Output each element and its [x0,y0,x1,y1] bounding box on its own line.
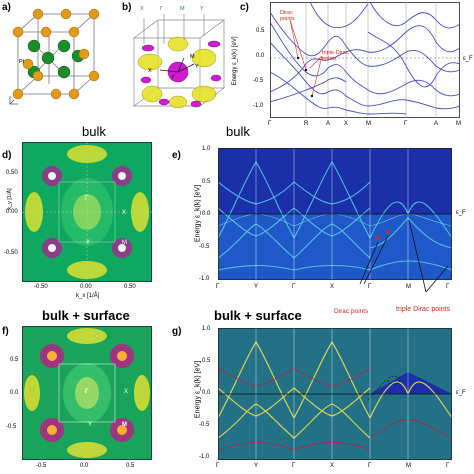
panel-c-ytick-3: -1.0 [253,103,264,109]
panel-g-label: g) [172,326,182,337]
panel-c-xtick-3: X [344,121,349,127]
panel-d-point-y: Y [86,240,91,246]
panel-d-xlabel: k_x [1/Å] [76,293,100,299]
panel-f-xtick-0: -0.5 [36,463,47,469]
panel-b-top-tick-y: Y [200,6,204,12]
panel-e-xtick-0: Γ [216,284,220,290]
panel-e-ef: ε_F [456,210,466,216]
panel-d-ytick-2: -0.50 [4,250,18,256]
panel-f-point-g: Γ [85,389,89,395]
panel-a-label: a) [2,2,11,13]
panel-b-label-g: Γ [172,75,176,81]
panel-e-dirac-annotation: Dirac points [334,308,369,315]
panel-e-label: e) [172,150,181,161]
panel-d-xtick-1: 0.00 [80,284,92,290]
panel-b-brillouin-zone [132,14,226,109]
panel-c-xtick-2: A [326,121,331,127]
panel-c-xtick-5: Γ [404,121,408,127]
panel-f-title: bulk + surface [42,308,130,323]
panel-c-xtick-0: Γ [268,121,272,127]
panel-f-point-m: M [122,422,127,428]
panel-e-ylabel: Energy ε_k(k) [eV] [194,184,202,243]
panel-f-xtick-2: 0.5 [126,463,135,469]
panel-e-annotation-arrows [359,220,449,293]
panel-a-crystal-structure [9,8,100,105]
panel-g-xtick-5: M [406,463,411,469]
panel-f-fermi-map-surface [22,326,152,460]
panel-d-label: d) [2,150,12,161]
panel-f-ytick-0: 0.5 [10,357,19,363]
panel-g-xtick-1: Y [254,463,259,469]
panel-e-xtick-1: Y [254,284,259,290]
panel-b-label-x: X [148,68,152,74]
panel-d-ytick-1: 0.00 [6,209,18,215]
panel-c-dirac-annotation: Dirac points [280,10,295,22]
panel-d-title: bulk [82,124,106,139]
panel-f-label: f) [2,326,9,337]
panel-c-ylabel: Energy ε_k(k) [eV] [232,36,238,86]
panel-c-band-structure [270,2,460,118]
panel-c-triple-annotation: triple-Dirac points [322,50,349,62]
panel-g-ef: ε_F [456,390,466,396]
panel-f-point-x: X [124,389,129,395]
panel-e-ytick-3: -0.5 [199,244,210,250]
panel-c-xtick-4: M [366,121,371,127]
panel-g-xtick-2: Γ [292,463,296,469]
panel-d-point-m: M [122,240,127,246]
panel-g-ylabel: Energy ε_k(k) [eV] [194,360,202,419]
panel-d-point-x: X [122,210,127,216]
panel-c-ytick-2: -0.5 [253,78,264,84]
panel-f-xtick-1: 0.0 [80,463,89,469]
panel-f-point-y: Y [88,422,93,428]
panel-d-point-g: Γ [85,196,89,202]
panel-b-label-m: M [190,54,195,60]
panel-e-xtick-3: X [330,284,335,290]
panel-c-ytick-1: 0.0 [256,53,265,59]
panel-g-title: bulk + surface [214,308,302,323]
panel-c-ef: ε_F [463,56,473,62]
panel-d-xtick-0: -0.50 [34,284,48,290]
panel-g-ytick-1: 0.5 [202,358,211,364]
panel-e-xtick-2: Γ [292,284,296,290]
panel-b-top-tick-g: Γ [160,6,164,12]
panel-e-ytick-2: 0.0 [202,211,211,217]
atom-label-pt: Pt [19,59,25,65]
panel-e-ytick-0: 1.0 [202,146,211,152]
panel-g-ytick-2: 0.0 [202,390,211,396]
panel-d-ytick-0: 0.50 [6,170,18,176]
panel-e-title: bulk [226,124,250,139]
panel-e-spectral-function [218,148,452,280]
panel-g-ytick-0: 1.0 [202,326,211,332]
panel-b-label: b) [122,2,132,13]
panel-b-top-tick-x: X [140,6,144,12]
panel-c-xtick-7: M [456,121,461,127]
panel-g-ytick-4: -1.0 [199,454,210,460]
panel-g-spectral-function-surface [218,328,452,460]
panel-c-xtick-1: R [304,121,309,127]
panel-c-label: c) [240,2,249,13]
panel-e-xtick-6: Γ [446,284,450,290]
panel-d-fermi-map [22,142,152,282]
panel-e-ytick-4: -1.0 [199,276,210,282]
panel-f-ytick-2: -0.5 [6,424,17,430]
panel-e-xtick-5: M [406,284,411,290]
panel-b-label-y: Y [195,64,199,70]
panel-e-xtick-4: Γ [368,284,372,290]
panel-g-xtick-0: Γ [216,463,220,469]
panel-g-xtick-4: Γ [368,463,372,469]
panel-b-top-tick-m: M [180,6,185,12]
panel-c-ytick-0: 0.5 [256,28,265,34]
panel-f-ytick-1: 0.0 [10,390,19,396]
panel-g-xtick-3: X [330,463,335,469]
panel-g-ytick-3: -0.5 [199,422,210,428]
panel-g-xtick-6: Γ [446,463,450,469]
panel-e-triple-annotation: triple Dirac points [396,306,451,313]
panel-e-ytick-1: 0.5 [202,179,211,185]
panel-d-xtick-2: 0.50 [124,284,136,290]
panel-c-xtick-6: A [434,121,439,127]
